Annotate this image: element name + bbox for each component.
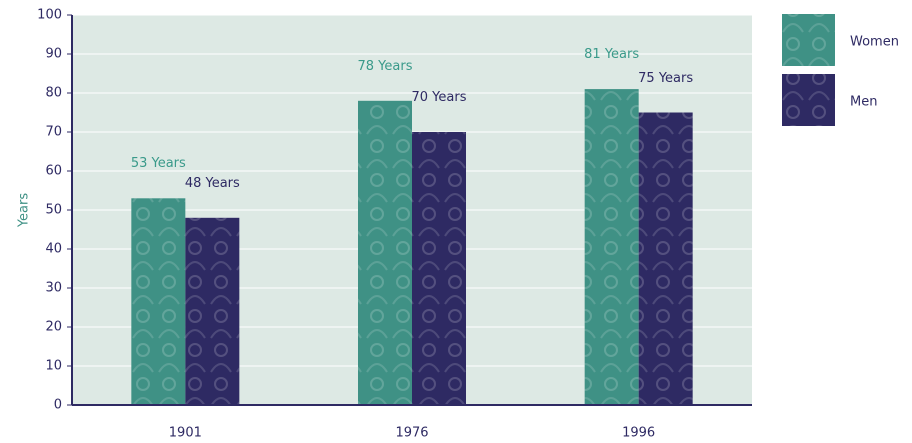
bar-texture: [131, 198, 186, 405]
y-tick-label: 20: [45, 320, 62, 335]
y-tick-label: 50: [45, 203, 62, 218]
legend-label: Women: [850, 35, 899, 50]
y-tick-label: 40: [45, 242, 62, 257]
x-tick-label: 1976: [395, 426, 428, 441]
y-tick-label: 30: [45, 281, 62, 296]
value-label: 70 Years: [411, 90, 467, 105]
y-tick-label: 70: [45, 125, 62, 140]
y-tick-label: 60: [45, 164, 62, 179]
legend-label: Men: [850, 95, 877, 110]
value-label: 53 Years: [130, 156, 186, 172]
bar-texture: [584, 89, 639, 405]
y-tick-label: 80: [45, 86, 62, 101]
legend-texture: [782, 14, 835, 66]
value-label: 78 Years: [357, 58, 413, 74]
x-tick-label: 1901: [169, 426, 202, 441]
value-label: 48 Years: [184, 175, 240, 191]
y-tick-label: 90: [45, 47, 62, 62]
bar-texture: [358, 100, 412, 406]
y-tick-label: 0: [54, 398, 62, 413]
legend-texture: [782, 74, 835, 126]
value-label: 81 Years: [584, 47, 640, 63]
x-tick-label: 1996: [622, 426, 655, 441]
bar-texture: [412, 132, 466, 405]
bar-texture: [638, 112, 693, 405]
bar-texture: [185, 217, 240, 405]
y-axis-label: Years: [17, 193, 32, 229]
y-tick-label: 10: [45, 359, 62, 374]
value-label: 75 Years: [638, 70, 694, 86]
y-tick-label: 100: [37, 8, 62, 23]
